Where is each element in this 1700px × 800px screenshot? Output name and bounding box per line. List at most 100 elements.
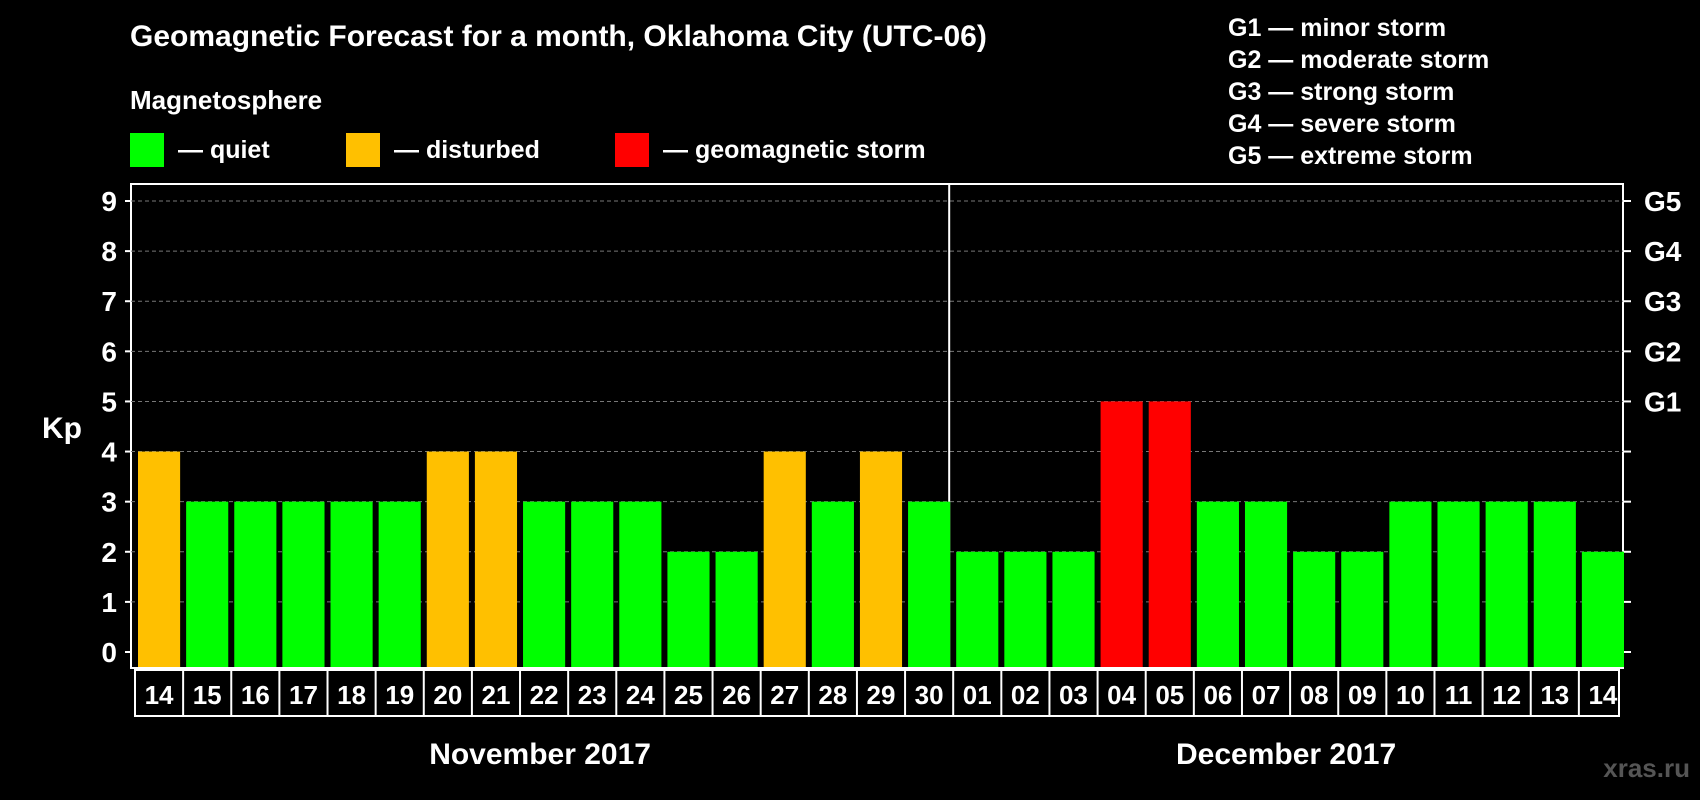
watermark: xras.ru xyxy=(1603,753,1690,783)
y-tick-label-4: 4 xyxy=(101,437,117,468)
bar-nov-15 xyxy=(186,501,229,667)
x-tick-label-nov-30: 30 xyxy=(915,680,944,710)
legend-swatch-disturbed xyxy=(346,133,380,167)
bar-dec-03 xyxy=(1052,551,1095,667)
bar-nov-21 xyxy=(474,451,518,667)
bar-nov-14 xyxy=(138,451,181,667)
g-scale-g2: G2 — moderate storm xyxy=(1228,46,1490,74)
x-tick-label-nov-15: 15 xyxy=(193,680,222,710)
x-tick-label-nov-21: 21 xyxy=(482,680,511,710)
bar-nov-24 xyxy=(619,501,662,667)
right-axis-label-g4: G4 xyxy=(1644,236,1682,267)
right-axis-label-g2: G2 xyxy=(1644,336,1681,367)
legend-item-quiet: — quiet xyxy=(130,133,270,167)
x-tick-label-nov-28: 28 xyxy=(818,680,847,710)
month-label-0: November 2017 xyxy=(429,738,651,771)
x-tick-label-nov-23: 23 xyxy=(578,680,607,710)
x-tick-label-nov-24: 24 xyxy=(626,680,655,710)
right-axis-label-g5: G5 xyxy=(1644,186,1681,217)
bar-nov-16 xyxy=(234,501,277,667)
y-tick-label-1: 1 xyxy=(101,587,117,618)
bar-dec-08 xyxy=(1293,551,1336,667)
x-tick-label-nov-22: 22 xyxy=(530,680,559,710)
x-tick-label-dec-10: 10 xyxy=(1396,680,1425,710)
x-tick-label-dec-06: 06 xyxy=(1203,680,1232,710)
day-label-row xyxy=(134,669,1620,717)
legend-swatch-quiet xyxy=(130,133,164,167)
bar-dec-13 xyxy=(1533,501,1576,667)
x-tick-label-dec-11: 11 xyxy=(1445,680,1473,710)
bar-nov-22 xyxy=(523,501,566,667)
x-tick-label-nov-20: 20 xyxy=(433,680,462,710)
x-tick-label-dec-08: 08 xyxy=(1300,680,1329,710)
g-scale-legend: G1 — minor storm G2 — moderate storm G3 … xyxy=(1228,12,1489,172)
bar-dec-14 xyxy=(1581,551,1624,667)
legend-item-disturbed: — disturbed xyxy=(346,133,540,167)
y-tick-label-8: 8 xyxy=(101,236,117,267)
x-tick-label-dec-01: 01 xyxy=(963,680,992,710)
bar-dec-01 xyxy=(956,551,999,667)
y-tick-label-0: 0 xyxy=(101,637,117,668)
bar-nov-17 xyxy=(282,501,325,667)
x-tick-label-dec-05: 05 xyxy=(1155,680,1184,710)
bar-dec-09 xyxy=(1341,551,1384,667)
x-tick-label-nov-17: 17 xyxy=(289,680,318,710)
month-label-1: December 2017 xyxy=(1176,738,1396,771)
legend-label-quiet: — quiet xyxy=(178,135,270,164)
x-tick-label-nov-16: 16 xyxy=(241,680,270,710)
legend-label-storm: — geomagnetic storm xyxy=(663,135,926,164)
x-tick-label-nov-14: 14 xyxy=(145,680,174,710)
bar-dec-11 xyxy=(1437,501,1480,667)
bar-dec-04 xyxy=(1100,401,1143,667)
x-tick-label-dec-02: 02 xyxy=(1011,680,1040,710)
bar-dec-02 xyxy=(1004,551,1047,667)
x-tick-label-nov-19: 19 xyxy=(385,680,414,710)
y-tick-label-5: 5 xyxy=(101,386,117,417)
x-tick-label-dec-04: 04 xyxy=(1107,680,1136,710)
bar-nov-29 xyxy=(859,451,903,667)
x-tick-label-dec-03: 03 xyxy=(1059,680,1088,710)
y-tick-label-6: 6 xyxy=(101,336,117,367)
bar-nov-30 xyxy=(908,501,951,667)
legend-heading: Magnetosphere xyxy=(130,85,323,115)
bar-nov-28 xyxy=(811,501,854,667)
bar-dec-12 xyxy=(1485,501,1528,667)
bar-nov-18 xyxy=(330,501,373,667)
x-tick-label-nov-27: 27 xyxy=(770,680,799,710)
x-tick-label-dec-14: 14 xyxy=(1588,680,1617,710)
x-tick-label-nov-18: 18 xyxy=(337,680,366,710)
legend-swatch-storm xyxy=(615,133,649,167)
bar-nov-27 xyxy=(763,451,806,667)
y-tick-label-9: 9 xyxy=(101,186,117,217)
x-tick-label-nov-26: 26 xyxy=(722,680,751,710)
x-tick-label-dec-09: 09 xyxy=(1348,680,1377,710)
y-tick-label-7: 7 xyxy=(101,286,117,317)
x-tick-label-dec-07: 07 xyxy=(1252,680,1281,710)
right-axis-label-g1: G1 xyxy=(1644,386,1681,417)
x-tick-label-nov-25: 25 xyxy=(674,680,703,710)
legend-label-disturbed: — disturbed xyxy=(394,135,540,164)
g-scale-g4: G4 — severe storm xyxy=(1228,110,1456,138)
y-tick-label-3: 3 xyxy=(101,487,117,518)
bar-dec-05 xyxy=(1148,401,1191,667)
bar-nov-20 xyxy=(426,451,469,667)
g-scale-g5: G5 — extreme storm xyxy=(1228,142,1473,170)
bar-nov-26 xyxy=(715,551,758,667)
y-tick-label-2: 2 xyxy=(101,537,117,568)
bar-dec-06 xyxy=(1196,501,1239,667)
plot-frame xyxy=(130,183,1624,669)
y-axis-label: Kp xyxy=(42,412,82,445)
g-scale-g1: G1 — minor storm xyxy=(1228,14,1447,42)
bar-dec-10 xyxy=(1389,501,1432,667)
right-axis-label-g3: G3 xyxy=(1644,286,1681,317)
g-scale-g3: G3 — strong storm xyxy=(1228,78,1455,106)
bar-nov-19 xyxy=(378,501,421,667)
chart-title: Geomagnetic Forecast for a month, Oklaho… xyxy=(130,20,987,53)
bar-nov-23 xyxy=(571,501,614,667)
x-tick-label-nov-29: 29 xyxy=(867,680,896,710)
bar-nov-25 xyxy=(667,551,710,667)
bar-dec-07 xyxy=(1244,501,1288,667)
x-tick-label-dec-13: 13 xyxy=(1540,680,1569,710)
legend-item-storm: — geomagnetic storm xyxy=(615,133,926,167)
